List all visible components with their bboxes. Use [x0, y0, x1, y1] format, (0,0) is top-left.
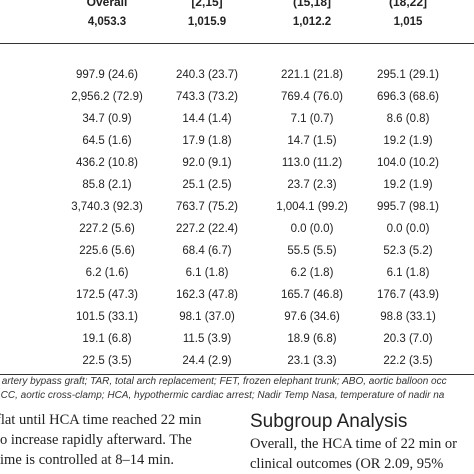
table-cell: 22.2 (3.5) — [383, 355, 433, 367]
table-cell: 295.1 (29.1) — [376, 69, 439, 81]
table-cell: 8.6 (0.8) — [386, 113, 430, 125]
table-cell: 34.7 (0.9) — [82, 113, 132, 125]
table-cell: 18.9 (6.8) — [287, 333, 337, 345]
table-cell: 743.3 (73.2) — [175, 91, 238, 103]
table-cell: 92.0 (9.1) — [182, 157, 232, 169]
table-row: 64.5 (1.6) 17.9 (1.8) 14.7 (1.5) 19.2 (1.9) — [0, 132, 474, 150]
table-cell: 64.5 (1.6) — [82, 135, 132, 147]
body-line: Overall, the HCA time of 22 min or — [250, 436, 457, 452]
table-header-row: Overall [2,15] (15,18] (18,22] — [0, 0, 474, 11]
subheader-2-15: 1,015.9 — [187, 16, 227, 28]
table-cell: 85.8 (2.1) — [82, 179, 132, 191]
table-cell: 98.1 (37.0) — [179, 311, 235, 323]
table-row: 19.1 (6.8) 11.5 (3.9) 18.9 (6.8) 20.3 (7.0) — [0, 330, 474, 348]
table-subheader-row: 4,053.3 1,015.9 1,012.2 1,015 — [0, 13, 474, 31]
table-cell: 1,004.1 (99.2) — [276, 201, 348, 213]
table-row: 997.9 (24.6) 240.3 (23.7) 221.1 (21.8) 295.… — [0, 66, 474, 84]
table-cell: 221.1 (21.8) — [280, 69, 343, 81]
table-cell: 172.5 (47.3) — [75, 289, 138, 301]
table-cell: 98.8 (33.1) — [380, 311, 436, 323]
table-cell: 113.0 (11.2) — [281, 157, 343, 169]
table-cell: 997.9 (24.6) — [75, 69, 138, 81]
table-cell: 6.2 (1.6) — [85, 267, 129, 279]
table-row: 225.6 (5.6) 68.4 (6.7) 55.5 (5.5) 52.3 (5.2… — [0, 242, 474, 260]
table-cell: 24.4 (2.9) — [182, 355, 232, 367]
table-footnote-line-2: ACC, aortic cross-clamp; HCA, hypothermi… — [0, 390, 445, 401]
table-row: 3,740.3 (92.3) 763.7 (75.2) 1,004.1 (99.2)… — [0, 198, 474, 216]
table-cell: 55.5 (5.5) — [287, 245, 337, 257]
table-row: 6.2 (1.6) 6.1 (1.8) 6.2 (1.8) 6.1 (1.8) — [0, 264, 474, 282]
header-overall: Overall — [86, 0, 128, 9]
table-cell: 6.1 (1.8) — [185, 267, 229, 279]
table-cell: 240.3 (23.7) — [175, 69, 238, 81]
table-cell: 22.5 (3.5) — [82, 355, 132, 367]
table-row: 34.7 (0.9) 14.4 (1.4) 7.1 (0.7) 8.6 (0.8) — [0, 110, 474, 128]
body-line: to increase rapidly afterward. The — [0, 432, 192, 448]
subheader-overall: 4,053.3 — [87, 16, 127, 28]
table-cell: 14.4 (1.4) — [182, 113, 232, 125]
table-cell: 0.0 (0.0) — [386, 223, 430, 235]
table-cell: 101.5 (33.1) — [75, 311, 138, 323]
table-cell: 225.6 (5.6) — [79, 245, 135, 257]
table-cell: 19.2 (1.9) — [383, 135, 433, 147]
table-cell: 7.1 (0.7) — [290, 113, 334, 125]
subheader-15-18: 1,012.2 — [292, 16, 332, 28]
table-cell: 165.7 (46.8) — [280, 289, 343, 301]
table-cell: 6.1 (1.8) — [386, 267, 430, 279]
body-line: time is controlled at 8–14 min. — [0, 452, 175, 468]
table-cell: 696.3 (68.6) — [376, 91, 439, 103]
table-cell: 19.2 (1.9) — [383, 179, 433, 191]
header-2-15: [2,15] — [191, 0, 223, 9]
table-cell: 6.2 (1.8) — [290, 267, 334, 279]
table-cell: 23.1 (3.3) — [287, 355, 337, 367]
table-row: 101.5 (33.1) 98.1 (37.0) 97.6 (34.6) 98.8 (… — [0, 308, 474, 326]
header-15-18: (15,18] — [292, 0, 332, 9]
table-cell: 14.7 (1.5) — [287, 135, 337, 147]
table-cell: 227.2 (22.4) — [175, 223, 238, 235]
table-row: 2,956.2 (72.9) 743.3 (73.2) 769.4 (76.0) 69… — [0, 88, 474, 106]
table-bottom-rule — [0, 374, 474, 375]
table-footnote-line-1: y artery bypass graft; TAR, total arch r… — [0, 376, 447, 387]
table-cell: 3,740.3 (92.3) — [71, 201, 143, 213]
table-row: 85.8 (2.1) 25.1 (2.5) 23.7 (2.3) 19.2 (1.9) — [0, 176, 474, 194]
table-row: 22.5 (3.5) 24.4 (2.9) 23.1 (3.3) 22.2 (3.5) — [0, 352, 474, 370]
table-cell: 52.3 (5.2) — [383, 245, 433, 257]
table-cell: 23.7 (2.3) — [287, 179, 337, 191]
table-cell: 995.7 (98.1) — [376, 201, 439, 213]
section-heading: Subgroup Analysis — [250, 411, 408, 432]
table-cell: 162.3 (47.8) — [175, 289, 238, 301]
subheader-18-22: 1,015 — [393, 16, 423, 28]
table-row: 227.2 (5.6) 227.2 (22.4) 0.0 (0.0) 0.0 (0.0… — [0, 220, 474, 238]
table-cell: 17.9 (1.8) — [182, 135, 232, 147]
table-cell: 104.0 (10.2) — [376, 157, 439, 169]
table-cell: 769.4 (76.0) — [280, 91, 343, 103]
table-cell: 436.2 (10.8) — [75, 157, 138, 169]
table-cell: 227.2 (5.6) — [79, 223, 135, 235]
table-cell: 0.0 (0.0) — [290, 223, 334, 235]
body-line: flat until HCA time reached 22 min — [0, 412, 202, 428]
body-line: clinical outcomes (OR 2.09, 95% — [250, 456, 444, 472]
table-cell: 25.1 (2.5) — [182, 179, 232, 191]
body-text-right: Overall, the HCA time of 22 min or clini… — [250, 434, 474, 474]
table-row: 436.2 (10.8) 92.0 (9.1) 113.0 (11.2) 104.0 … — [0, 154, 474, 172]
body-text-left: flat until HCA time reached 22 min to in… — [0, 410, 232, 470]
table-cell: 176.7 (43.9) — [376, 289, 439, 301]
table-cell: 68.4 (6.7) — [182, 245, 232, 257]
table-cell: 97.6 (34.6) — [284, 311, 340, 323]
table-cell: 2,956.2 (72.9) — [71, 91, 143, 103]
table-cell: 11.5 (3.9) — [182, 333, 232, 345]
table-row: 172.5 (47.3) 162.3 (47.8) 165.7 (46.8) 176.… — [0, 286, 474, 304]
table-header-rule — [0, 43, 474, 44]
table-cell: 19.1 (6.8) — [82, 333, 132, 345]
header-18-22: (18,22] — [388, 0, 428, 9]
table-cell: 20.3 (7.0) — [383, 333, 433, 345]
table-cell: 763.7 (75.2) — [175, 201, 238, 213]
